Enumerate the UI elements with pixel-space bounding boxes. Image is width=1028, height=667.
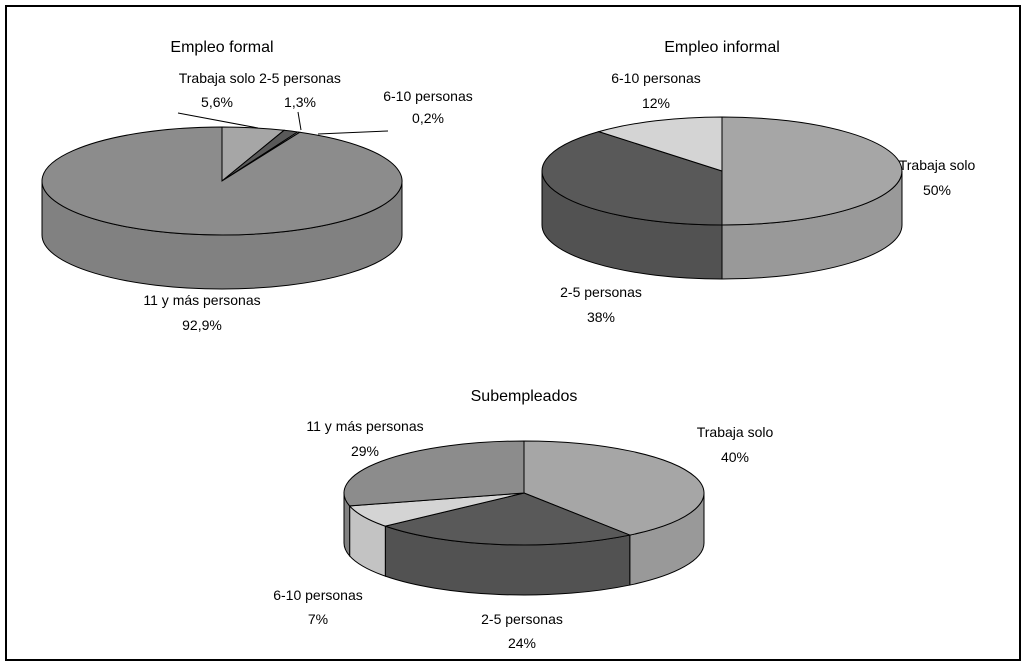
slice-value-trabaja-solo: 40%	[721, 449, 749, 465]
slice-value-6-10-personas: 12%	[642, 95, 670, 111]
leader-line-trabaja-solo	[177, 112, 259, 129]
chart-title: Empleo informal	[664, 39, 780, 56]
pie-slice-11-y-mas-personas	[343, 440, 525, 507]
slice-label-trabaja-solo: Trabaja solo	[179, 70, 256, 86]
pie-slice-2-5-personas	[541, 131, 723, 226]
pie-slice-11-y-mas-personas	[41, 126, 403, 236]
slice-label-2-5-personas: 2-5 personas	[560, 284, 642, 300]
leader-line-2-5-personas	[297, 111, 302, 131]
slice-value-11-y-mas-personas: 92,9%	[182, 317, 222, 333]
slice-value-trabaja-solo: 5,6%	[201, 94, 233, 110]
slice-value-2-5-personas: 24%	[508, 635, 536, 651]
chart-title: Subempleados	[471, 388, 578, 405]
leader-line-6-10-personas	[317, 130, 389, 135]
pie-slice-trabaja-solo	[721, 116, 903, 226]
slice-value-11-y-mas-personas: 29%	[351, 443, 379, 459]
slice-label-2-5-personas: 2-5 personas	[259, 70, 341, 86]
slice-label-6-10-personas: 6-10 personas	[611, 70, 701, 86]
slice-value-6-10-personas: 7%	[308, 611, 328, 627]
slice-value-6-10-personas: 0,2%	[412, 110, 444, 126]
slice-value-trabaja-solo: 50%	[923, 182, 951, 198]
slice-label-trabaja-solo: Trabaja solo	[697, 424, 774, 440]
pie-slice-6-10-personas	[597, 116, 723, 172]
pie-chart-empleo-informal: Empleo informal Trabaja solo 50% 2-5 person…	[541, 39, 976, 325]
chart-title: Empleo formal	[170, 39, 273, 56]
slice-value-2-5-personas: 38%	[587, 309, 615, 325]
slice-label-11-y-mas-personas: 11 y más personas	[143, 292, 260, 308]
slice-label-2-5-personas: 2-5 personas	[481, 611, 563, 627]
pie-chart-subempleados: Subempleados Trabaja solo 40% 2-5 personas 2…	[273, 388, 773, 651]
pie-slice-2-5-personas	[383, 492, 632, 546]
pie-slice-trabaja-solo	[523, 440, 705, 536]
slice-label-11-y-mas-personas: 11 y más personas	[306, 418, 423, 434]
slice-value-2-5-personas: 1,3%	[284, 94, 316, 110]
slice-label-6-10-personas: 6-10 personas	[273, 587, 363, 603]
slice-label-6-10-personas: 6-10 personas	[383, 88, 473, 104]
slice-label-trabaja-solo: Trabaja solo	[899, 157, 976, 173]
pie-chart-empleo-formal: Empleo formal Trabaja solo 5,6% 2-5 persona…	[41, 39, 473, 333]
